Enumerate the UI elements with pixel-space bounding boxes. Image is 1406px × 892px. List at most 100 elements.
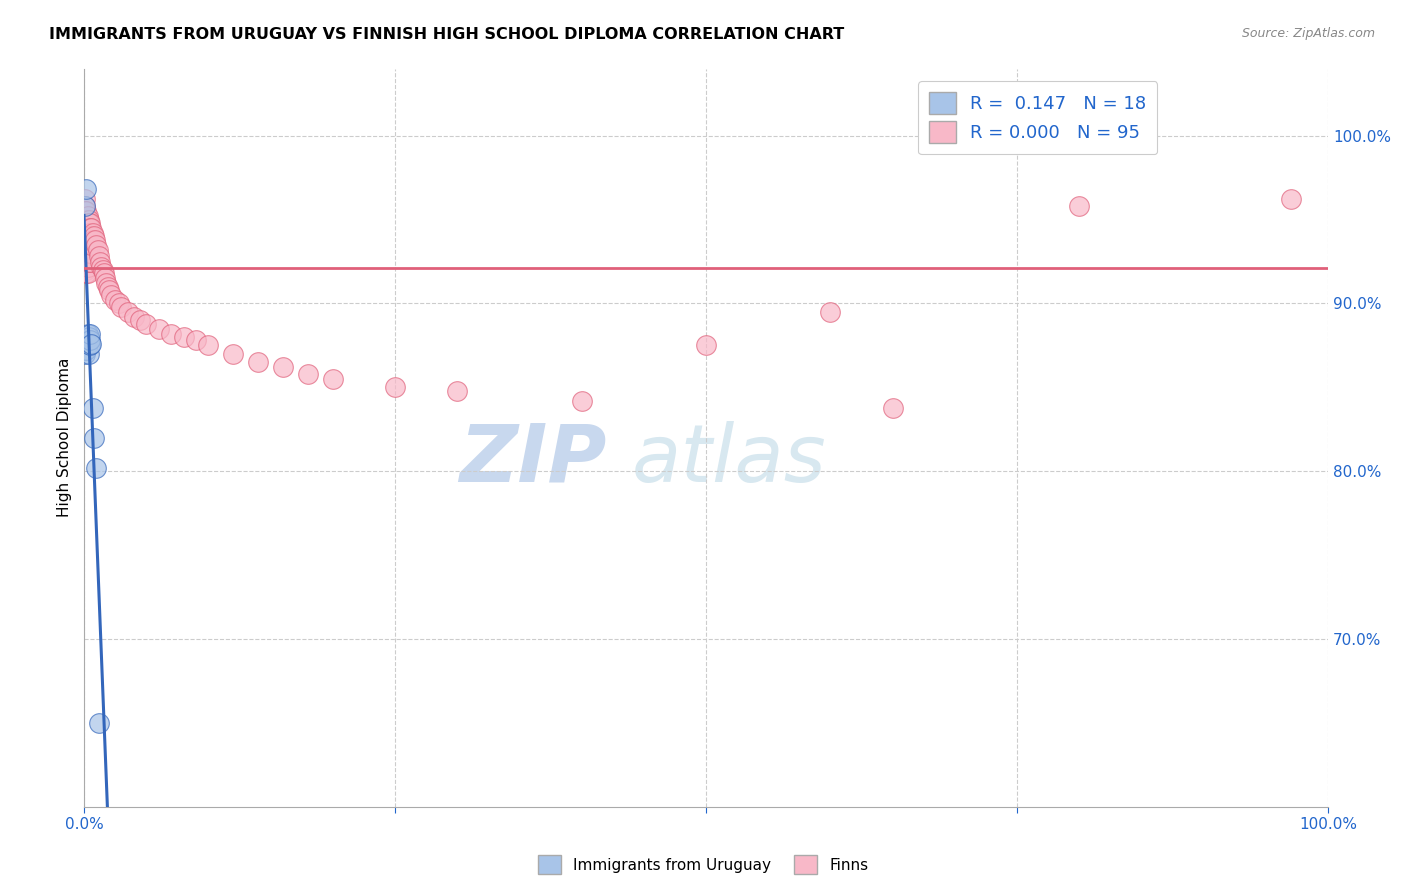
Point	[79, 229, 101, 244]
Point	[76, 229, 98, 244]
Point	[75, 221, 97, 235]
Point	[79, 226, 101, 240]
Point	[80, 336, 103, 351]
Point	[79, 326, 101, 341]
Point	[76, 266, 98, 280]
Point	[91, 263, 114, 277]
Point	[76, 246, 98, 260]
Point	[75, 199, 97, 213]
Point	[96, 277, 118, 291]
Point	[1069, 199, 1091, 213]
Point	[100, 288, 122, 302]
Point	[79, 246, 101, 260]
Point	[882, 401, 904, 415]
Point	[75, 347, 97, 361]
Point	[222, 347, 245, 361]
Point	[77, 212, 100, 227]
Point	[76, 266, 98, 280]
Point	[76, 237, 98, 252]
Legend: R =  0.147   N = 18, R = 0.000   N = 95: R = 0.147 N = 18, R = 0.000 N = 95	[918, 81, 1157, 154]
Point	[76, 182, 98, 196]
Point	[84, 233, 107, 247]
Point	[79, 254, 101, 268]
Point	[197, 338, 219, 352]
Point	[86, 461, 108, 475]
Point	[75, 233, 97, 247]
Point	[76, 243, 98, 257]
Point	[75, 204, 97, 219]
Point	[76, 254, 98, 268]
Point	[184, 334, 207, 348]
Point	[247, 355, 270, 369]
Point	[122, 310, 145, 324]
Legend: Immigrants from Uruguay, Finns: Immigrants from Uruguay, Finns	[531, 849, 875, 880]
Point	[820, 305, 842, 319]
Point	[77, 237, 100, 252]
Point	[135, 317, 157, 331]
Point	[82, 401, 104, 415]
Point	[76, 237, 98, 252]
Point	[75, 193, 97, 207]
Point	[76, 204, 98, 219]
Point	[86, 237, 108, 252]
Point	[77, 246, 100, 260]
Point	[79, 338, 101, 352]
Point	[104, 293, 127, 307]
Point	[75, 226, 97, 240]
Point	[77, 216, 100, 230]
Point	[76, 326, 98, 341]
Point	[76, 250, 98, 264]
Point	[97, 283, 120, 297]
Point	[76, 212, 98, 227]
Point	[80, 237, 103, 252]
Point	[97, 279, 120, 293]
Point	[75, 246, 97, 260]
Point	[695, 338, 717, 352]
Point	[76, 221, 98, 235]
Point	[76, 334, 98, 348]
Point	[82, 233, 104, 247]
Point	[76, 216, 98, 230]
Point	[77, 347, 100, 361]
Point	[297, 367, 319, 381]
Point	[75, 237, 97, 252]
Point	[80, 229, 103, 244]
Point	[271, 360, 294, 375]
Point	[148, 321, 170, 335]
Point	[76, 233, 98, 247]
Point	[1279, 193, 1302, 207]
Point	[76, 216, 98, 230]
Point	[76, 254, 98, 268]
Point	[77, 334, 100, 348]
Point	[76, 243, 98, 257]
Point	[75, 229, 97, 244]
Point	[76, 229, 98, 244]
Point	[76, 246, 98, 260]
Point	[87, 716, 110, 731]
Point	[90, 260, 112, 274]
Point	[76, 250, 98, 264]
Point	[75, 216, 97, 230]
Point	[86, 243, 108, 257]
Point	[384, 380, 406, 394]
Text: atlas: atlas	[631, 421, 827, 499]
Point	[83, 229, 105, 244]
Point	[94, 271, 117, 285]
Point	[129, 313, 152, 327]
Point	[76, 343, 98, 358]
Point	[83, 431, 105, 445]
Text: IMMIGRANTS FROM URUGUAY VS FINNISH HIGH SCHOOL DIPLOMA CORRELATION CHART: IMMIGRANTS FROM URUGUAY VS FINNISH HIGH …	[49, 27, 845, 42]
Point	[110, 300, 132, 314]
Point	[77, 330, 100, 344]
Point	[79, 216, 101, 230]
Point	[76, 209, 98, 223]
Point	[77, 226, 100, 240]
Point	[76, 336, 98, 351]
Point	[76, 226, 98, 240]
Point	[77, 254, 100, 268]
Point	[173, 330, 195, 344]
Y-axis label: High School Diploma: High School Diploma	[58, 358, 72, 517]
Point	[79, 221, 101, 235]
Point	[79, 237, 101, 252]
Point	[76, 233, 98, 247]
